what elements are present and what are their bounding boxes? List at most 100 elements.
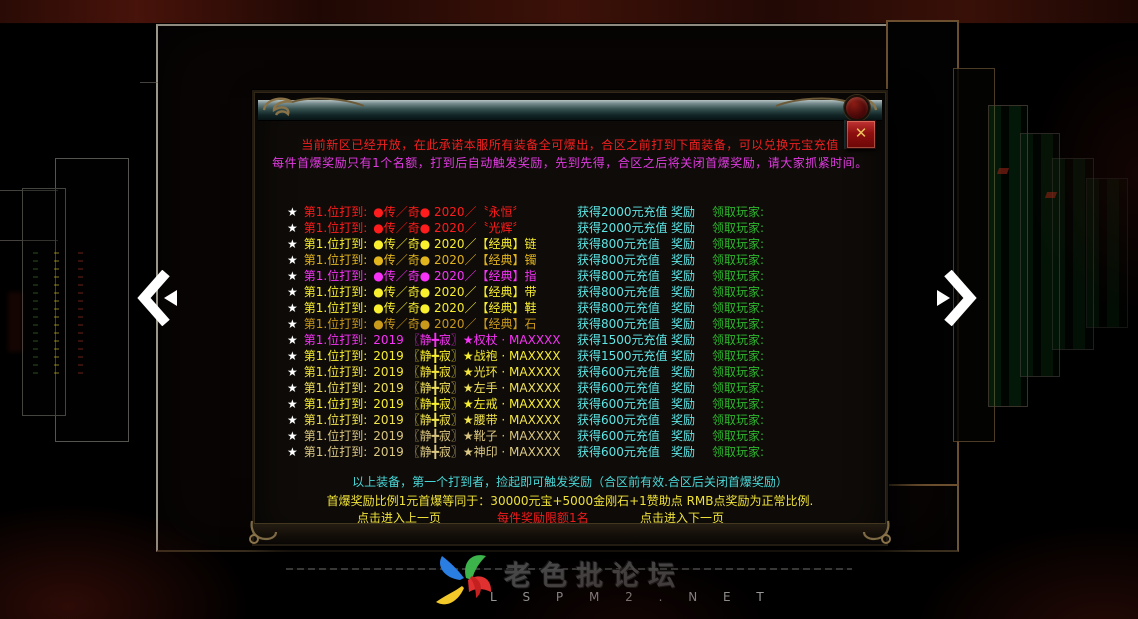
row-item-name: 2019 〖静╋寂〗★左手 · MAXXXX — [373, 381, 561, 395]
row-item-name: ●传／奇● 2020／【经典】鞋 — [373, 301, 537, 315]
row-rank-label: 第1.位打到: — [303, 317, 368, 331]
reward-row: ★ 第1.位打到: ●传／奇● 2020／〝永恒〞 获得2000元充值 奖励 领取玩家: — [254, 204, 886, 220]
row-claim-player: 领取玩家: — [712, 285, 765, 299]
reward-row: ★ 第1.位打到: 2019 〖静╋寂〗★左手 · MAXXXX 获得600元充值 奖励… — [254, 380, 886, 396]
row-claim-player: 领取玩家: — [712, 349, 765, 363]
row-rank-label: 第1.位打到: — [303, 445, 368, 459]
rank-star-icon: ★ — [287, 253, 298, 267]
ghost-window-frame — [55, 158, 129, 442]
rank-star-icon: ★ — [287, 285, 298, 299]
footer-ratio-line: 首爆奖励比例1元首爆等同于：30000元宝+5000金刚石+1赞助点 RMB点奖… — [326, 494, 814, 508]
rank-star-icon: ★ — [287, 301, 298, 315]
row-reward-value: 获得600元充值 — [577, 445, 660, 459]
rank-star-icon: ★ — [287, 413, 298, 427]
reward-row: ★ 第1.位打到: ●传／奇● 2020／【经典】链 获得800元充值 奖励 领取玩家: — [254, 236, 886, 252]
row-item-name: ●传／奇● 2020／〝光辉〞 — [373, 221, 525, 235]
row-reward-value: 获得1500元充值 — [577, 349, 668, 363]
row-claim-player: 领取玩家: — [712, 221, 765, 235]
row-claim-player: 领取玩家: — [712, 269, 765, 283]
ghost-window-frame — [22, 188, 66, 416]
row-bonus-label: 奖励 — [671, 301, 696, 315]
dialog-bottom-bar — [249, 520, 891, 544]
row-rank-label: 第1.位打到: — [303, 285, 368, 299]
row-item-name: ●传／奇● 2020／【经典】带 — [373, 285, 537, 299]
rank-star-icon: ★ — [287, 237, 298, 251]
row-bonus-label: 奖励 — [671, 349, 696, 363]
row-reward-value: 获得600元充值 — [577, 413, 660, 427]
reward-row: ★ 第1.位打到: 2019 〖静╋寂〗★靴子 · MAXXXX 获得600元充值 奖励… — [254, 428, 886, 444]
reward-row: ★ 第1.位打到: ●传／奇● 2020／【经典】指 获得800元充值 奖励 领取玩家: — [254, 268, 886, 284]
row-claim-player: 领取玩家: — [712, 333, 765, 347]
row-bonus-label: 奖励 — [671, 333, 696, 347]
reward-row: ★ 第1.位打到: 2019 〖静╋寂〗★左戒 · MAXXXX 获得600元充值 奖励… — [254, 396, 886, 412]
notice-line-2: 每件首爆奖励只有1个名额，打到后自动触发奖励，先到先得，合区之后将关闭首爆奖励，… — [272, 156, 868, 170]
row-item-name: ●传／奇● 2020／〝永恒〞 — [373, 205, 525, 219]
row-bonus-label: 奖励 — [671, 429, 696, 443]
row-bonus-label: 奖励 — [671, 237, 696, 251]
rank-star-icon: ★ — [287, 333, 298, 347]
forum-logo-icon — [428, 550, 502, 618]
row-reward-value: 获得800元充值 — [577, 301, 660, 315]
rank-star-icon: ★ — [287, 365, 298, 379]
row-bonus-label: 奖励 — [671, 253, 696, 267]
rank-star-icon: ★ — [287, 429, 298, 443]
footer-rule-line: 以上装备，第一个打到者，捡起即可触发奖励（合区前有效.合区后关闭首爆奖励） — [352, 475, 788, 489]
row-item-name: 2019 〖静╋寂〗★靴子 · MAXXXX — [373, 429, 561, 443]
background-line — [140, 82, 158, 83]
row-item-name: 2019 〖静╋寂〗★光环 · MAXXXX — [373, 365, 561, 379]
rank-star-icon: ★ — [287, 205, 298, 219]
corner-curl-icon — [862, 519, 892, 549]
reward-row: ★ 第1.位打到: ●传／奇● 2020／【经典】石 获得800元充值 奖励 领取玩家: — [254, 316, 886, 332]
row-item-name: 2019 〖静╋寂〗★战袍 · MAXXXX — [373, 349, 561, 363]
reward-row: ★ 第1.位打到: ●传／奇● 2020／【经典】镯 获得800元充值 奖励 领取玩家: — [254, 252, 886, 268]
reward-row: ★ 第1.位打到: ●传／奇● 2020／【经典】带 获得800元充值 奖励 领取玩家: — [254, 284, 886, 300]
row-bonus-label: 奖励 — [671, 413, 696, 427]
reward-row: ★ 第1.位打到: 2019 〖静╋寂〗★神印 · MAXXXX 获得600元充值 奖励… — [254, 444, 886, 460]
dialog-title-bar — [258, 100, 882, 121]
row-bonus-label: 奖励 — [671, 221, 696, 235]
row-claim-player: 领取玩家: — [712, 205, 765, 219]
corner-curl-icon — [248, 519, 278, 549]
page-left-arrow[interactable] — [136, 269, 180, 327]
cascade-frame — [886, 20, 959, 486]
rank-star-icon: ★ — [287, 269, 298, 283]
row-claim-player: 领取玩家: — [712, 429, 765, 443]
row-rank-label: 第1.位打到: — [303, 269, 368, 283]
row-bonus-label: 奖励 — [671, 445, 696, 459]
rank-star-icon: ★ — [287, 381, 298, 395]
rank-star-icon: ★ — [287, 445, 298, 459]
row-bonus-label: 奖励 — [671, 285, 696, 299]
row-bonus-label: 奖励 — [671, 205, 696, 219]
reward-row: ★ 第1.位打到: 2019 〖静╋寂〗★光环 · MAXXXX 获得600元充值 奖励… — [254, 364, 886, 380]
row-reward-value: 获得800元充值 — [577, 285, 660, 299]
forum-watermark: 老色批论坛 L S P M 2 . N E T — [428, 550, 764, 614]
row-item-name: 2019 〖静╋寂〗★权杖 · MAXXXX — [373, 333, 561, 347]
forum-watermark-url: L S P M 2 . N E T — [490, 590, 775, 604]
row-bonus-label: 奖励 — [671, 365, 696, 379]
reward-row: ★ 第1.位打到: 2019 〖静╋寂〗★权杖 · MAXXXX 获得1500元充值奖… — [254, 332, 886, 348]
row-claim-player: 领取玩家: — [712, 253, 765, 267]
row-rank-label: 第1.位打到: — [303, 221, 368, 235]
row-claim-player: 领取玩家: — [712, 237, 765, 251]
row-reward-value: 获得600元充值 — [577, 365, 660, 379]
row-reward-value: 获得800元充值 — [577, 237, 660, 251]
row-rank-label: 第1.位打到: — [303, 365, 368, 379]
row-claim-player: 领取玩家: — [712, 301, 765, 315]
row-item-name: ●传／奇● 2020／【经典】镯 — [373, 253, 537, 267]
forum-watermark-text: 老色批论坛 — [504, 561, 684, 592]
row-claim-player: 领取玩家: — [712, 381, 765, 395]
row-bonus-label: 奖励 — [671, 269, 696, 283]
background-texture-top — [0, 0, 1138, 24]
page-right-arrow[interactable] — [934, 269, 978, 327]
row-claim-player: 领取玩家: — [712, 413, 765, 427]
row-reward-value: 获得600元充值 — [577, 397, 660, 411]
row-rank-label: 第1.位打到: — [303, 237, 368, 251]
row-reward-value: 获得1500元充值 — [577, 333, 668, 347]
reward-list: ★ 第1.位打到: ●传／奇● 2020／〝永恒〞 获得2000元充值 奖励 领取玩家: ★… — [254, 204, 886, 460]
row-reward-value: 获得600元充值 — [577, 429, 660, 443]
row-reward-value: 获得600元充值 — [577, 381, 660, 395]
reward-row: ★ 第1.位打到: ●传／奇● 2020／〝光辉〞 获得2000元充值 奖励 领取玩家: — [254, 220, 886, 236]
reward-row: ★ 第1.位打到: ●传／奇● 2020／【经典】鞋 获得800元充值 奖励 领取玩家: — [254, 300, 886, 316]
row-bonus-label: 奖励 — [671, 381, 696, 395]
reward-row: ★ 第1.位打到: 2019 〖静╋寂〗★腰带 · MAXXXX 获得600元充值 奖励… — [254, 412, 886, 428]
